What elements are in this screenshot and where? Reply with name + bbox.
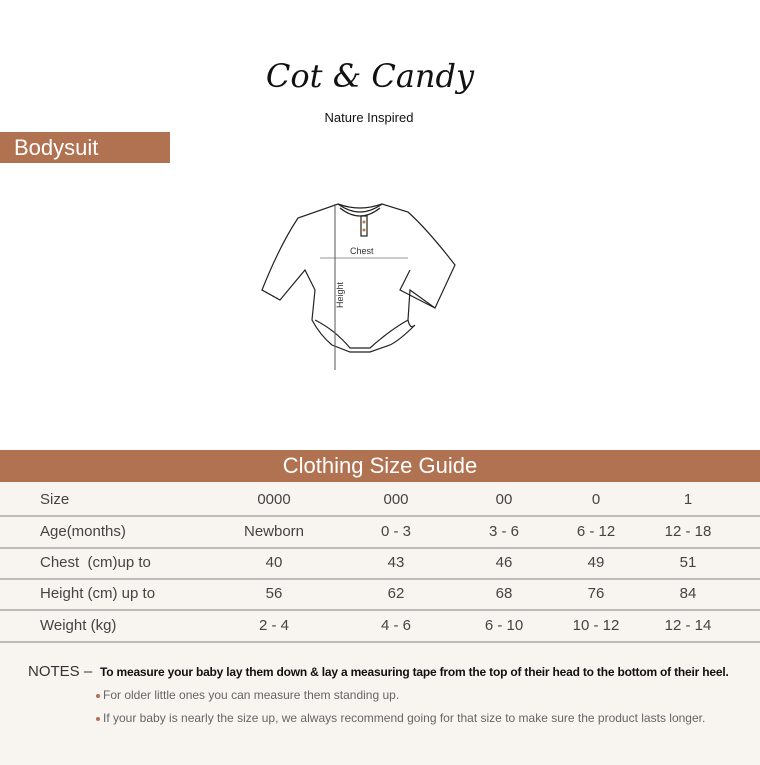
table-cell: Newborn [243,523,305,540]
row-label: Height (cm) up to [40,585,156,602]
bullet-icon [96,693,100,698]
product-title: Bodysuit [0,132,170,163]
bullet-icon [96,716,100,721]
table-cell: 000 [383,491,409,508]
table-cell: 62 [387,585,405,602]
table-row-age: Age(months) Newborn 0 - 3 3 - 6 6 - 12 1… [0,516,760,549]
row-label: Size [40,491,70,508]
table-row-chest: Chest (cm)up to 40 43 46 49 51 [0,547,760,580]
note-main: To measure your baby lay them down & lay… [100,665,729,679]
table-cell: 40 [265,554,283,571]
size-guide-title: Clothing Size Guide [0,450,760,482]
table-cell: 00 [495,491,513,508]
table-row-height: Height (cm) up to 56 62 68 76 84 [0,578,760,611]
table-cell: 4 - 6 [380,617,411,634]
table-cell: 56 [265,585,283,602]
brand-tagline: Nature Inspired [324,110,414,125]
table-cell: 12 - 14 [664,617,712,634]
table-cell: 6 - 10 [484,617,524,634]
notes-body: To measure your baby lay them down & lay… [96,664,752,726]
table-cell: 0 [591,491,601,508]
table-row-weight: Weight (kg) 2 - 4 4 - 6 6 - 10 10 - 12 1… [0,610,760,643]
row-label: Chest (cm)up to [40,554,151,571]
note-bullet: If your baby is nearly the size up, we a… [96,710,752,726]
table-cell: 46 [495,554,513,571]
notes-label: NOTES – [28,663,93,680]
table-cell: 49 [587,554,605,571]
height-label: Height [335,281,345,308]
table-cell: 84 [679,585,697,602]
bodysuit-illustration: Chest Height [250,190,470,380]
table-cell: 12 - 18 [664,523,712,540]
note-bullet: For older little ones you can measure th… [96,687,752,703]
note-text: If your baby is nearly the size up, we a… [103,711,706,725]
row-label: Weight (kg) [40,617,117,634]
table-cell: 3 - 6 [488,523,519,540]
brand-name: Cot & Candy [265,57,475,95]
table-cell: 10 - 12 [572,617,620,634]
table-cell: 76 [587,585,605,602]
size-table: Size 0000 000 00 0 1 Age(months) Newborn… [0,482,760,765]
chest-label: Chest [350,246,374,256]
table-cell: 6 - 12 [576,523,616,540]
table-cell: 0 - 3 [380,523,411,540]
brand-logo: Cot & Candy [200,54,540,98]
table-cell: 1 [683,491,693,508]
note-text: For older little ones you can measure th… [103,688,400,702]
table-cell: 68 [495,585,513,602]
table-row-size: Size 0000 000 00 0 1 [0,484,760,517]
table-cell: 51 [679,554,697,571]
row-label: Age(months) [40,523,126,540]
table-cell: 43 [387,554,405,571]
table-cell: 0000 [257,491,291,508]
table-cell: 2 - 4 [258,617,289,634]
